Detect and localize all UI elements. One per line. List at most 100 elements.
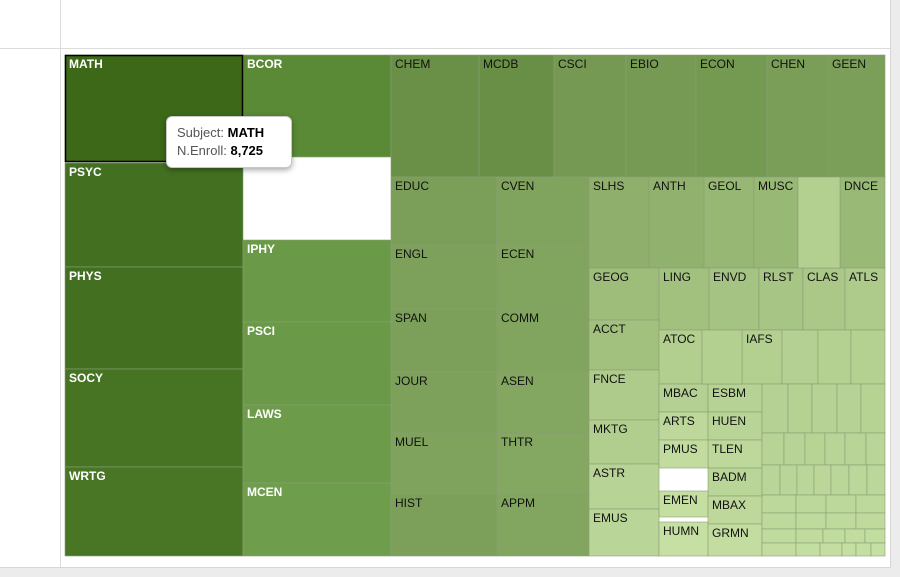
cell-unlabeled[interactable] [855, 512, 886, 530]
cell-muel[interactable] [390, 432, 498, 495]
cell-ecen[interactable] [496, 244, 590, 310]
label-csci: CSCI [558, 57, 587, 71]
cell-fnce[interactable] [588, 369, 660, 421]
cell-iafs[interactable] [741, 329, 783, 385]
cell-mbax[interactable] [707, 495, 763, 525]
cell-arts[interactable] [658, 411, 709, 441]
cell-unlabeled[interactable] [804, 432, 826, 466]
cell-unlabeled[interactable] [848, 464, 868, 496]
cell-musc[interactable] [753, 176, 799, 269]
cell-ebio[interactable] [625, 54, 697, 178]
cell-mbac[interactable] [658, 383, 709, 413]
cell-unlabeled[interactable] [855, 494, 886, 514]
cell-mcdb[interactable] [478, 54, 555, 178]
cell-unlabeled[interactable] [844, 432, 867, 466]
cell-unlabeled[interactable] [795, 494, 827, 514]
cell-unlabeled[interactable] [813, 464, 832, 496]
cell-unlabeled[interactable] [865, 432, 886, 466]
cell-unlabeled[interactable] [795, 512, 827, 530]
cell-unlabeled[interactable] [817, 329, 852, 385]
cell-chem[interactable] [390, 54, 480, 178]
cell-phys[interactable] [64, 266, 244, 370]
cell-wrtg[interactable] [64, 466, 244, 557]
cell-dnce[interactable] [839, 176, 886, 269]
cell-unlabeled[interactable] [830, 464, 850, 496]
cell-emen[interactable] [658, 490, 709, 518]
label-ecen: ECEN [501, 247, 534, 261]
cell-huen[interactable] [707, 411, 763, 441]
cell-econ[interactable] [695, 54, 768, 178]
cell-unlabeled[interactable] [860, 383, 886, 434]
cell-unlabeled[interactable] [844, 528, 866, 544]
cell-unlabeled[interactable] [825, 494, 857, 514]
cell-unlabeled[interactable] [761, 494, 797, 514]
cell-unlabeled[interactable] [819, 542, 843, 557]
cell-envd[interactable] [708, 267, 760, 331]
label-asen: ASEN [501, 374, 534, 388]
cell-unlabeled[interactable] [850, 329, 886, 385]
label-slhs: SLHS [593, 179, 624, 193]
cell-unlabeled[interactable] [787, 383, 813, 434]
cell-span[interactable] [390, 308, 498, 373]
cell-unlabeled[interactable] [864, 528, 886, 544]
cell-humn[interactable] [658, 521, 709, 557]
cell-astr[interactable] [588, 463, 660, 510]
cell-iphy[interactable] [242, 239, 392, 323]
cell-unlabeled[interactable] [761, 432, 785, 466]
cell-unlabeled[interactable] [811, 383, 838, 434]
cell-csci[interactable] [553, 54, 627, 178]
cell-unlabeled[interactable] [855, 542, 872, 557]
cell-unlabeled[interactable] [783, 432, 806, 466]
cell-unlabeled[interactable] [825, 512, 857, 530]
cell-unlabeled[interactable] [795, 542, 821, 557]
cell-unlabeled[interactable] [781, 329, 819, 385]
cell-psyc[interactable] [64, 162, 244, 268]
cell-comm[interactable] [496, 308, 590, 373]
cell-laws[interactable] [242, 404, 392, 484]
label-laws: LAWS [247, 407, 282, 421]
cell-unlabeled[interactable] [822, 528, 846, 544]
cell-engl[interactable] [390, 244, 498, 310]
cell-asen[interactable] [496, 371, 590, 434]
cell-unlabeled[interactable] [795, 528, 824, 544]
cell-jour[interactable] [390, 371, 498, 434]
cell-unlabeled[interactable] [797, 176, 841, 269]
cell-unlabeled[interactable] [761, 383, 789, 434]
cell-badm[interactable] [707, 467, 763, 497]
cell-unlabeled[interactable] [761, 512, 797, 530]
cell-unlabeled[interactable] [761, 464, 781, 496]
cell-unlabeled[interactable] [701, 329, 743, 385]
cell-unlabeled[interactable] [836, 383, 862, 434]
label-emus: EMUS [593, 511, 628, 525]
cell-unlabeled[interactable] [870, 542, 886, 557]
cell-unlabeled[interactable] [761, 542, 797, 557]
cell-unlabeled[interactable] [824, 432, 846, 466]
cell-unlabeled[interactable] [761, 528, 797, 544]
label-appm: APPM [501, 496, 535, 510]
cell-educ[interactable] [390, 176, 498, 246]
cell-cven[interactable] [496, 176, 590, 246]
cell-unlabeled[interactable] [866, 464, 886, 496]
cell-thtr[interactable] [496, 432, 590, 495]
cell-acct[interactable] [588, 319, 660, 371]
label-mktg: MKTG [593, 422, 628, 436]
cell-atoc[interactable] [658, 329, 703, 385]
cell-hist[interactable] [390, 493, 498, 557]
cell-unlabeled[interactable] [841, 542, 857, 557]
cell-pmus[interactable] [658, 439, 709, 469]
cell-anth[interactable] [648, 176, 705, 269]
cell-unlabeled[interactable] [796, 464, 815, 496]
tooltip-enroll-value: 8,725 [230, 143, 264, 158]
cell-esbm[interactable] [707, 383, 763, 413]
cell-chen[interactable] [766, 54, 829, 178]
cell-geog[interactable] [588, 267, 660, 321]
cell-emus[interactable] [588, 508, 660, 557]
cell-appm[interactable] [496, 493, 590, 557]
cell-unlabeled[interactable] [779, 464, 798, 496]
label-fnce: FNCE [593, 372, 626, 386]
cell-socy[interactable] [64, 368, 244, 468]
cell-geen[interactable] [827, 54, 886, 178]
label-geog: GEOG [593, 270, 629, 284]
left-gutter-divider [60, 0, 61, 567]
